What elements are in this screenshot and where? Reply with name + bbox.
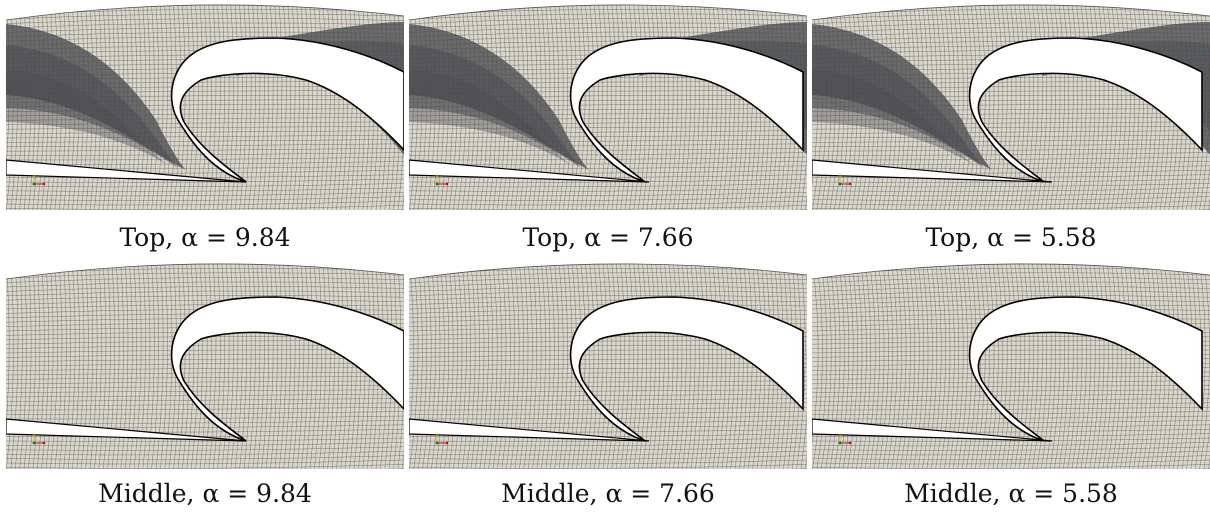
panel-middle-2 bbox=[409, 259, 807, 469]
caption-text: Top, α = 7.66 bbox=[522, 223, 694, 252]
panel-top-2 bbox=[409, 0, 807, 210]
mesh-image bbox=[812, 0, 1210, 210]
panel-middle-1 bbox=[6, 259, 404, 469]
caption-text: Top, α = 9.84 bbox=[119, 223, 291, 252]
axis-triad-icon bbox=[435, 174, 449, 186]
panel-middle-3 bbox=[812, 259, 1210, 469]
axis-triad-icon bbox=[32, 174, 46, 186]
mesh-image bbox=[6, 0, 404, 210]
panel-top-3 bbox=[812, 0, 1210, 210]
caption-middle-3: Middle, α = 5.58 bbox=[812, 479, 1210, 509]
caption-top-3: Top, α = 5.58 bbox=[812, 223, 1210, 253]
axis-triad-icon bbox=[838, 174, 852, 186]
caption-top-2: Top, α = 7.66 bbox=[409, 223, 807, 253]
caption-text: Middle, α = 9.84 bbox=[98, 479, 312, 508]
caption-text: Top, α = 5.58 bbox=[925, 223, 1097, 252]
caption-top-1: Top, α = 9.84 bbox=[6, 223, 404, 253]
axis-triad-icon bbox=[838, 433, 852, 445]
caption-text: Middle, α = 5.58 bbox=[904, 479, 1118, 508]
axis-triad-icon bbox=[32, 433, 46, 445]
mesh-image bbox=[6, 259, 404, 469]
axis-triad-icon bbox=[435, 433, 449, 445]
mesh-image bbox=[812, 259, 1210, 469]
mesh-image bbox=[409, 0, 807, 210]
caption-text: Middle, α = 7.66 bbox=[501, 479, 715, 508]
panel-top-1 bbox=[6, 0, 404, 210]
caption-middle-1: Middle, α = 9.84 bbox=[6, 479, 404, 509]
mesh-image bbox=[409, 259, 807, 469]
caption-middle-2: Middle, α = 7.66 bbox=[409, 479, 807, 509]
